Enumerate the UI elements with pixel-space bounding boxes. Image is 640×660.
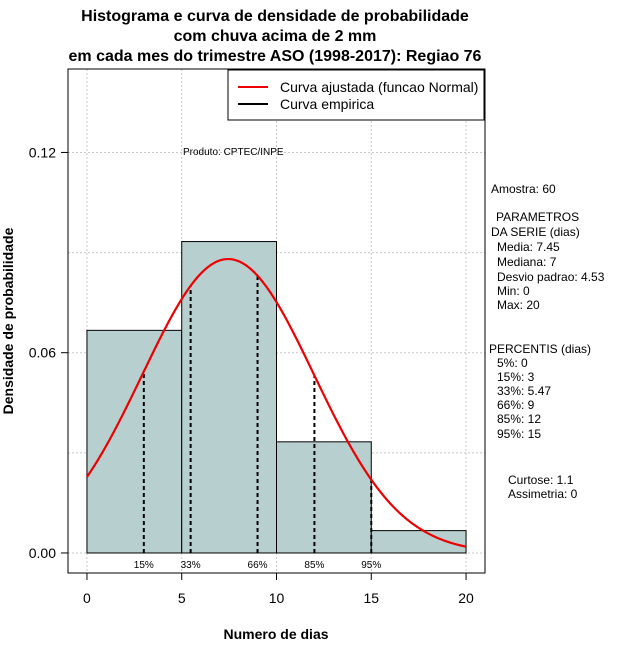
x-tick-label-2: 10 [269,590,285,606]
percentile-labels: 15% 33% 66% 85% 95% [134,560,382,571]
param-sd: Desvio padrao: 4.53 [497,270,605,284]
legend: Curva ajustada (funcao Normal) Curva emp… [227,69,485,121]
chart-title-line-1: Histograma e curva de densidade de proba… [81,8,469,25]
histogram-bars [86,241,467,554]
percentiles-title: PERCENTIS (dias) [489,342,591,356]
percentile-lines [142,275,373,553]
pct-33: 33%: 5.47 [497,384,551,398]
percentile-label-85: 85% [304,560,324,571]
histogram-bar-3 [370,530,467,554]
product-credit: Produto: CPTEC/INPE [183,147,284,158]
param-median: Mediana: 7 [497,255,557,269]
percentile-label-66: 66% [248,560,268,571]
pct-15: 15%: 3 [497,370,535,384]
pct-5: 5%: 0 [497,356,528,370]
legend-box [227,69,485,121]
x-axis: 0 5 10 15 20 [83,572,474,606]
y-tick-label-1: 0.06 [29,345,56,361]
param-min: Min: 0 [497,284,530,298]
y-axis: 0.00 0.06 0.12 [29,144,69,561]
pct-85: 85%: 12 [497,412,541,426]
pct-95: 95%: 15 [497,427,541,441]
x-tick-label-3: 15 [363,590,379,606]
histogram-bar-0 [86,329,183,554]
histogram-bar-1 [181,241,278,554]
normal-curve-line [86,257,467,548]
chart-title-line-3: em cada mes do trimestre ASO (1998-2017)… [69,48,482,65]
legend-label-empirical: Curva empirica [280,96,374,112]
legend-label-normal: Curva ajustada (funcao Normal) [280,79,478,95]
param-mean: Media: 7.45 [497,240,560,254]
parameters-title-2: DA SERIE (dias) [491,225,580,239]
pct-66: 66%: 9 [497,398,535,412]
percentile-label-33: 33% [181,560,201,571]
chart-title-line-2: com chuva acima de 2 mm [174,28,377,45]
param-max: Max: 20 [497,298,540,312]
histogram-bar-2 [276,441,372,554]
percentile-label-95: 95% [361,560,381,571]
kurtosis: Curtose: 1.1 [508,473,574,487]
x-axis-title: Numero de dias [223,626,328,642]
x-tick-label-0: 0 [83,590,91,606]
stats-panel: Amostra: 60 PARAMETROS DA SERIE (dias) M… [489,182,605,501]
sample-size: Amostra: 60 [491,182,556,196]
x-tick-label-1: 5 [178,590,186,606]
y-tick-label-2: 0.12 [29,144,56,160]
skewness: Assimetria: 0 [508,487,578,501]
parameters-title-1: PARAMETROS [496,210,579,224]
percentile-label-15: 15% [134,560,154,571]
x-tick-label-4: 20 [458,590,474,606]
y-axis-title: Densidade de probabilidade [0,227,16,414]
y-tick-label-0: 0.00 [29,545,56,561]
